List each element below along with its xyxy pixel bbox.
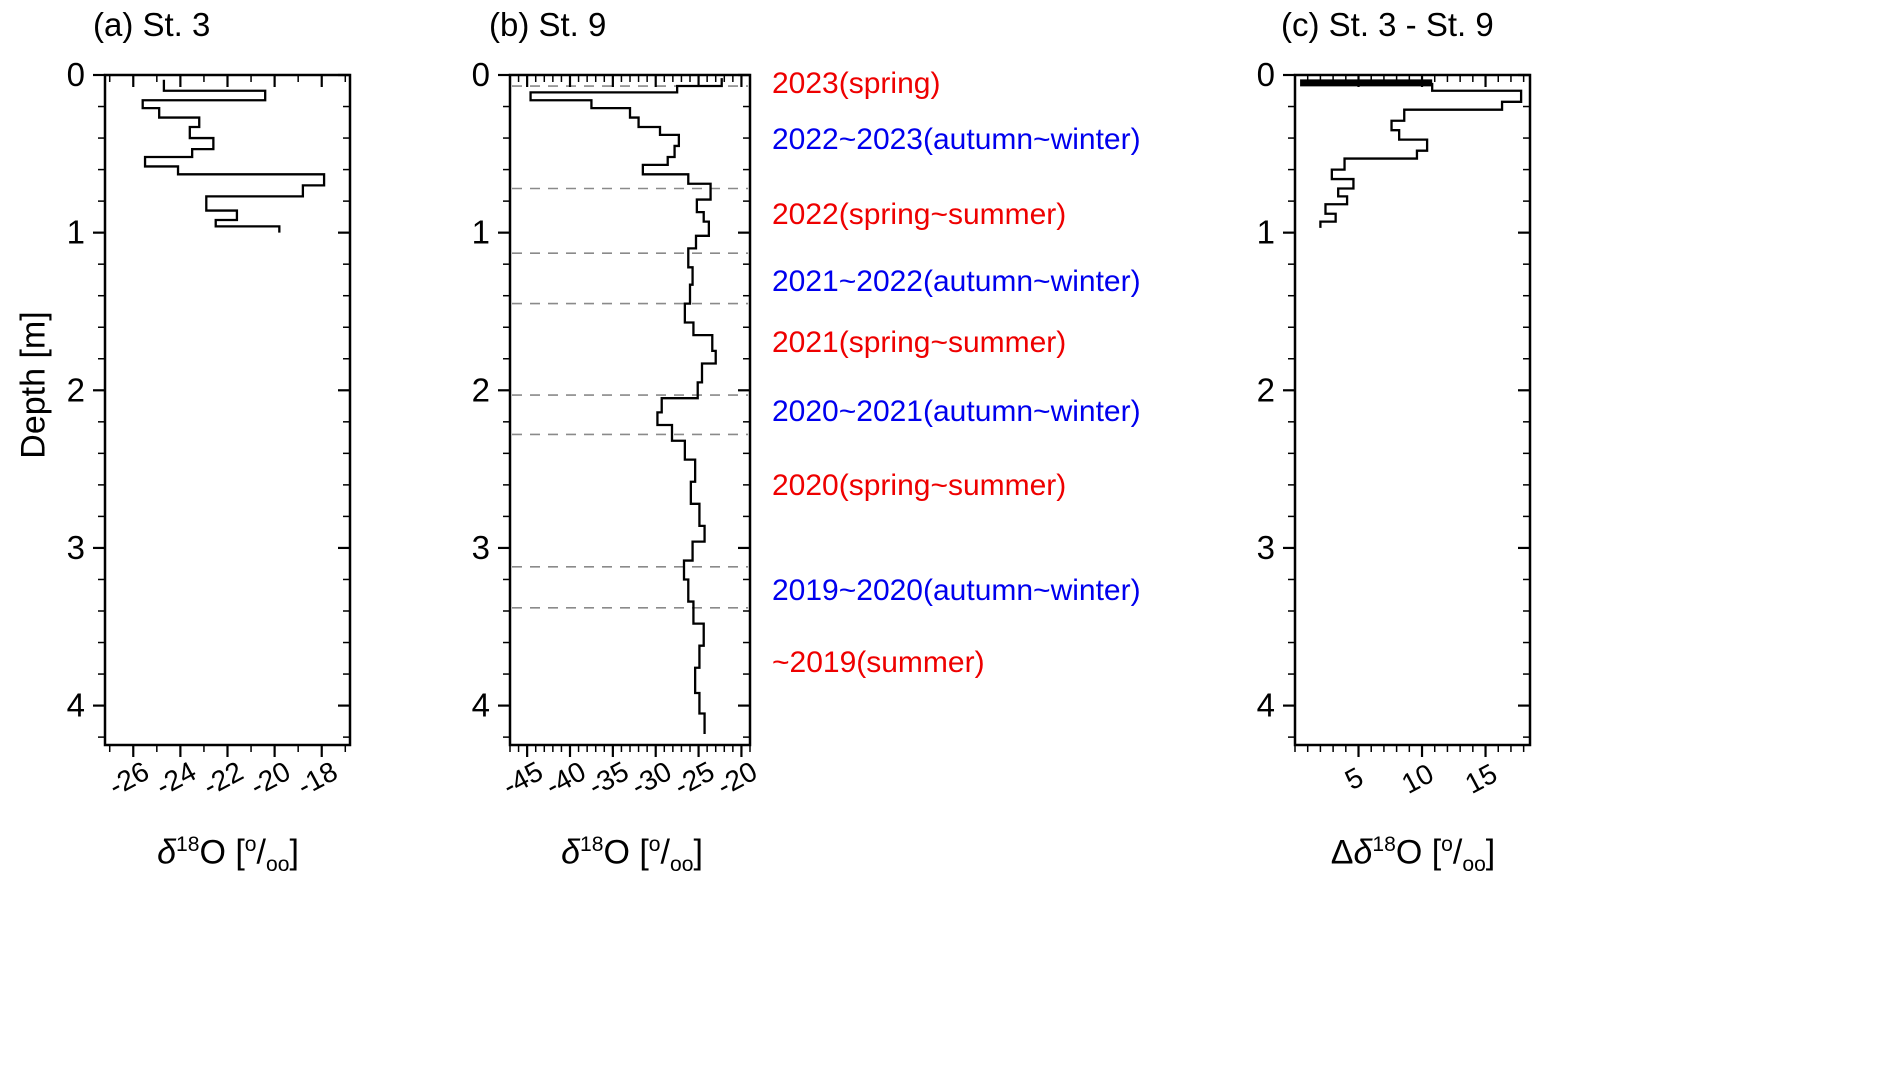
season-annotation: 2022(spring~summer): [772, 198, 1067, 232]
svg-text:2: 2: [1257, 371, 1275, 408]
tick-labels: 5 10 15 0 1 2 3 4: [1257, 56, 1502, 800]
season-annotation: 2021~2022(autumn~winter): [772, 264, 1141, 298]
panel-a: -26-24-22-20-18 0 1 2 3 4: [67, 56, 352, 802]
svg-text:1: 1: [67, 214, 85, 251]
svg-text:3: 3: [472, 529, 490, 566]
panel-c-title: (c) St. 3 - St. 9: [1281, 6, 1494, 43]
season-annotation: 2020(spring~summer): [772, 469, 1067, 503]
svg-text:-30: -30: [626, 755, 676, 801]
svg-text:-20: -20: [712, 755, 762, 801]
tick-labels: -45-40-35-30-25-20 0 1 2 3 4: [472, 56, 762, 802]
profile-line: [529, 78, 723, 734]
season-annotation: 2023(spring): [772, 67, 941, 101]
svg-text:-45: -45: [498, 755, 548, 801]
season-annotation: ~2019(summer): [772, 646, 985, 680]
svg-text:1: 1: [1257, 214, 1275, 251]
svg-text:-24: -24: [151, 755, 201, 801]
svg-text:10: 10: [1397, 758, 1439, 800]
svg-text:-40: -40: [540, 755, 590, 801]
profile-line: [141, 79, 326, 233]
depth-axis-title: Depth [m]: [14, 311, 53, 459]
axis-ticks: [498, 73, 751, 757]
svg-text:-25: -25: [669, 755, 719, 801]
annotation-layer: 2023(spring) 2022~2023(autumn~winter) 2022…: [772, 0, 1192, 1081]
svg-text:0: 0: [1257, 56, 1275, 93]
svg-text:2: 2: [67, 371, 85, 408]
axis-ticks: [93, 73, 350, 757]
axis-box: [1293, 73, 1532, 747]
panel-b: -45-40-35-30-25-20 0 1 2 3 4: [472, 56, 762, 802]
svg-text:4: 4: [1257, 687, 1275, 724]
x-axis-title-c: Δδ18O [o/oo]: [1330, 833, 1496, 877]
svg-text:3: 3: [67, 529, 85, 566]
svg-text:1: 1: [472, 214, 490, 251]
svg-text:2: 2: [472, 371, 490, 408]
svg-text:4: 4: [472, 687, 490, 724]
svg-text:-18: -18: [292, 755, 342, 801]
svg-text:0: 0: [472, 56, 490, 93]
tick-labels: -26-24-22-20-18 0 1 2 3 4: [67, 56, 343, 802]
axis-box: [508, 73, 752, 747]
axis-box: [103, 73, 352, 747]
svg-text:15: 15: [1460, 758, 1502, 800]
season-annotation: 2021(spring~summer): [772, 326, 1067, 359]
svg-text:-20: -20: [245, 755, 295, 801]
svg-text:3: 3: [1257, 529, 1275, 566]
panel-a-title: (a) St. 3: [93, 6, 211, 43]
svg-text:5: 5: [1340, 761, 1368, 796]
svg-text:-26: -26: [104, 755, 154, 801]
svg-text:4: 4: [67, 687, 85, 724]
season-annotation: 2020~2021(autumn~winter): [772, 395, 1141, 429]
svg-text:0: 0: [67, 56, 85, 93]
x-axis-title-b: δ18O [o/oo]: [561, 833, 703, 877]
svg-text:-35: -35: [583, 755, 633, 801]
season-annotation: 2019~2020(autumn~winter): [772, 573, 1141, 607]
panel-c: 5 10 15 0 1 2 3 4: [1257, 56, 1532, 800]
season-annotation: 2022~2023(autumn~winter): [772, 122, 1141, 156]
svg-text:-22: -22: [198, 755, 248, 801]
x-axis-title-a: δ18O [o/oo]: [157, 833, 299, 877]
profile-line: [1319, 82, 1523, 228]
axis-ticks: [1283, 73, 1530, 757]
panel-b-title: (b) St. 9: [489, 6, 607, 43]
